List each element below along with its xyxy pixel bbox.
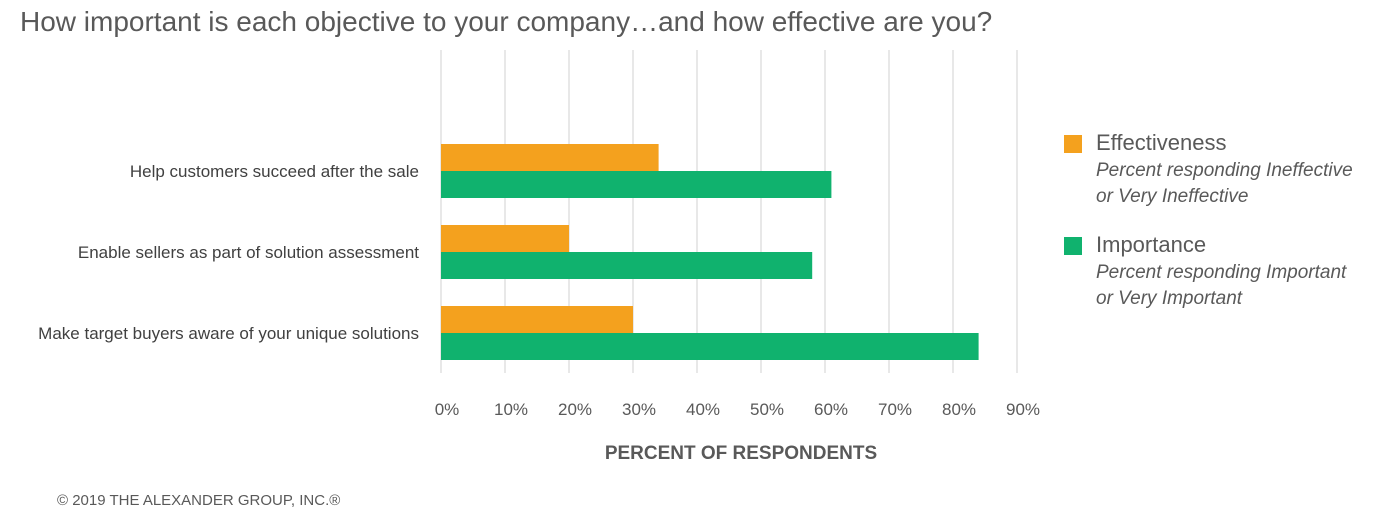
x-tick-label: 10% (494, 400, 528, 419)
x-tick-label: 80% (942, 400, 976, 419)
legend-name-effectiveness: Effectiveness (1096, 130, 1227, 155)
copyright-notice: © 2019 THE ALEXANDER GROUP, INC.® (57, 492, 341, 509)
bar-importance (441, 171, 832, 198)
x-tick-label: 0% (435, 400, 460, 419)
bar-importance (441, 333, 979, 360)
x-tick-label: 40% (686, 400, 720, 419)
x-tick-label: 30% (622, 400, 656, 419)
legend-desc-effectiveness-line2: or Very Ineffective (1096, 186, 1249, 207)
chart-title: How important is each objective to your … (20, 6, 993, 37)
legend-swatch-effectiveness (1064, 135, 1082, 153)
legend-desc-importance-line1: Percent responding Important (1096, 262, 1347, 283)
legend-name-importance: Importance (1096, 232, 1207, 257)
bar-chart: 0% 10% 20% 30% 40% 50% 60% 70% 80% 90% Help custom… (38, 50, 1040, 464)
bar-effectiveness (441, 144, 659, 171)
bar-effectiveness (441, 225, 569, 252)
bar-effectiveness (441, 306, 633, 333)
category-label: Make target buyers aware of your unique … (38, 324, 419, 343)
legend-desc-importance-line2: or Very Important (1096, 288, 1243, 309)
x-tick-label: 20% (558, 400, 592, 419)
category-label: Help customers succeed after the sale (130, 162, 419, 181)
x-tick-label: 70% (878, 400, 912, 419)
x-tick-label: 60% (814, 400, 848, 419)
x-tick-label: 90% (1006, 400, 1040, 419)
legend-item-effectiveness: Effectiveness Percent responding Ineffec… (1064, 128, 1400, 210)
bar-importance (441, 252, 813, 279)
legend: Effectiveness Percent responding Ineffec… (1064, 128, 1400, 332)
category-label: Enable sellers as part of solution asses… (78, 243, 419, 262)
x-axis-title: PERCENT OF RESPONDENTS (605, 443, 877, 464)
x-tick-label: 50% (750, 400, 784, 419)
legend-desc-effectiveness-line1: Percent responding Ineffective (1096, 160, 1353, 181)
legend-item-importance: Importance Percent responding Important … (1064, 230, 1400, 312)
legend-swatch-importance (1064, 237, 1082, 255)
